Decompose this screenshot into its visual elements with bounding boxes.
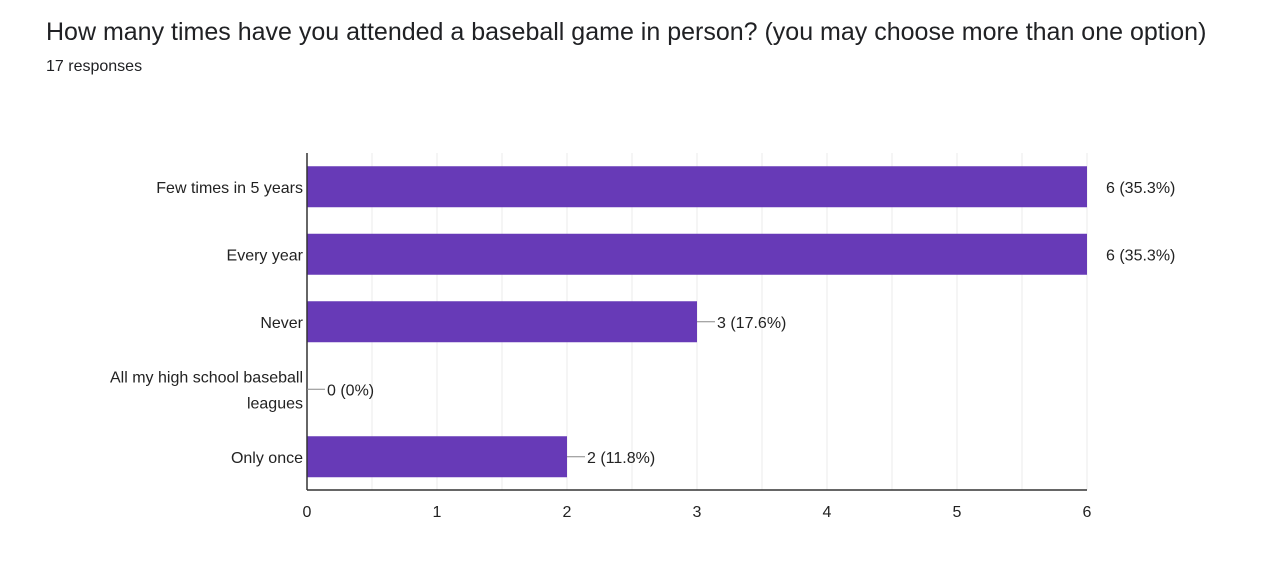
question-title: How many times have you attended a baseb… [46,18,1207,46]
x-tick-label: 1 [433,504,442,521]
x-tick-label: 0 [303,504,312,521]
x-tick-label: 5 [953,504,962,521]
category-label: Few times in 5 years [156,180,303,197]
category-label: leagues [247,395,303,412]
value-label: 3 (17.6%) [717,315,786,332]
category-label: Never [260,315,303,332]
response-count: 17 responses [46,58,143,75]
value-label: 2 (11.8%) [587,450,655,467]
category-label: Every year [227,247,304,264]
axes [306,153,1087,491]
bars [307,166,1087,478]
x-tick-label: 6 [1083,504,1092,521]
x-tick-label: 3 [693,504,702,521]
bar [307,301,697,343]
bar [307,233,1087,275]
x-tick-label: 2 [563,504,572,521]
category-label: All my high school baseball [110,369,303,386]
value-label: 0 (0%) [327,382,374,399]
question-header: How many times have you attended a baseb… [46,14,1226,77]
bar [307,436,567,478]
x-tick-label: 4 [823,504,832,521]
value-label: 6 (35.3%) [1106,180,1175,197]
bar [307,166,1087,208]
category-label: Only once [231,450,303,467]
value-label: 6 (35.3%) [1106,247,1175,264]
labels: 6 (35.3%) Few times in 5 years 6 (35.3%) Ev… [110,180,1175,521]
